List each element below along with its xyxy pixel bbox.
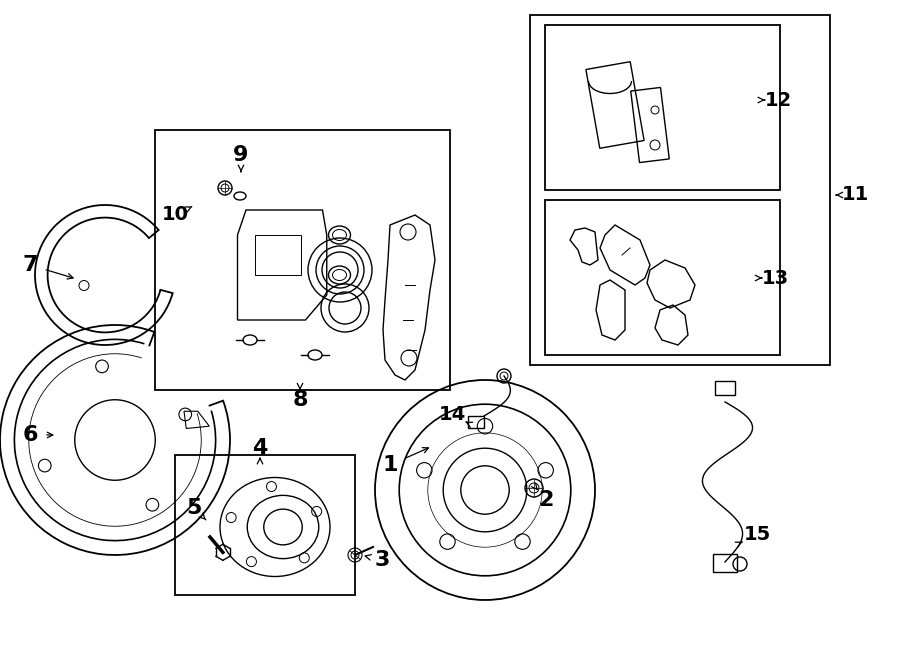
Text: 10: 10 [161,206,188,225]
Text: 13: 13 [761,268,788,288]
Bar [545,200,780,355]
Text: 9: 9 [233,145,248,165]
Text: 6: 6 [22,425,38,445]
Bar [715,381,735,395]
Bar [545,25,780,190]
Text: 3: 3 [374,550,390,570]
Text: 8: 8 [292,390,308,410]
Text: 5: 5 [186,498,202,518]
Bar [713,554,737,572]
Bar [175,455,355,595]
Text: 1: 1 [382,455,398,475]
Bar [530,15,830,365]
Bar [468,416,484,428]
Text: 15: 15 [743,525,770,545]
Text: 7: 7 [22,255,38,275]
Text: 11: 11 [842,186,868,204]
Text: 12: 12 [764,91,792,110]
Bar [255,235,302,275]
Text: 2: 2 [538,490,554,510]
Text: 14: 14 [438,405,465,424]
Bar [155,130,450,390]
Text: 4: 4 [252,438,267,458]
